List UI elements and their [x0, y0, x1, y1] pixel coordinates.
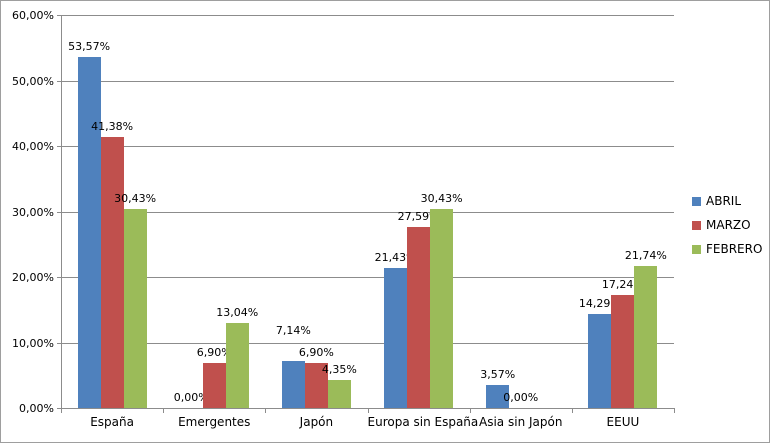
bar-marzo-2 — [202, 362, 226, 408]
gridline — [61, 81, 674, 82]
y-tick-mark — [57, 212, 61, 213]
data-label-marzo: 41,38% — [91, 119, 134, 133]
y-axis-label: 30,00% — [12, 206, 54, 219]
data-label-marzo: 6,90% — [298, 345, 334, 359]
gridline — [61, 146, 674, 147]
category-label: Asia sin Japón — [479, 415, 563, 429]
y-axis-label: 50,00% — [12, 75, 54, 88]
y-axis-line — [61, 15, 62, 413]
y-axis-label: 20,00% — [12, 271, 54, 284]
x-axis-line — [61, 408, 674, 409]
category-label: España — [90, 415, 134, 429]
gridline — [61, 277, 674, 278]
y-axis-label: 40,00% — [12, 140, 54, 153]
category-label: Japón — [299, 415, 334, 429]
legend-label: MARZO — [706, 218, 751, 232]
bar-abril-1 — [77, 57, 101, 408]
y-tick-mark — [57, 277, 61, 278]
bar-marzo-1 — [100, 136, 124, 408]
data-label-abril: 7,14% — [275, 324, 311, 338]
legend: ABRIL MARZO FEBRERO — [692, 189, 762, 261]
gridline — [61, 212, 674, 213]
category-label: Europa sin España — [367, 415, 479, 429]
legend-swatch-icon — [692, 220, 701, 230]
data-label-abril: 53,57% — [68, 40, 111, 54]
data-label-febrero: 30,43% — [114, 191, 157, 205]
legend-label: FEBRERO — [706, 242, 763, 256]
x-tick-mark — [163, 408, 164, 413]
y-tick-mark — [57, 343, 61, 344]
x-tick-mark — [265, 408, 266, 413]
data-label-febrero: 13,04% — [216, 305, 259, 319]
bar-febrero-2 — [225, 322, 249, 408]
data-label-febrero: 30,43% — [420, 191, 463, 205]
data-label-marzo: 0,00% — [503, 391, 539, 404]
data-label-abril: 21,43% — [374, 250, 417, 264]
data-label-abril: 14,29% — [578, 297, 621, 311]
bar-abril-6 — [588, 314, 612, 408]
data-label-febrero: 4,35% — [321, 362, 357, 376]
y-tick-mark — [57, 408, 61, 409]
x-tick-mark — [61, 408, 62, 413]
y-tick-mark — [57, 15, 61, 16]
y-axis-label: 0,00% — [19, 402, 54, 415]
bar-marzo-4 — [407, 227, 431, 408]
legend-swatch-icon — [692, 196, 701, 206]
y-axis-label: 60,00% — [12, 9, 54, 22]
legend-item-marzo: MARZO — [692, 213, 762, 237]
data-label-marzo: 17,24% — [601, 278, 644, 292]
bar-abril-4 — [384, 267, 408, 408]
legend-item-febrero: FEBRERO — [692, 237, 762, 261]
data-label-abril: 3,57% — [480, 367, 516, 381]
x-tick-mark — [674, 408, 675, 413]
y-tick-mark — [57, 146, 61, 147]
x-tick-mark — [572, 408, 573, 413]
data-label-marzo: 27,59% — [397, 210, 440, 224]
gridline — [61, 15, 674, 16]
category-label: EEUU — [606, 415, 640, 429]
legend-swatch-icon — [692, 244, 701, 254]
bar-abril-3 — [281, 361, 305, 408]
y-axis-label: 10,00% — [12, 337, 54, 350]
bar-febrero-4 — [430, 208, 454, 408]
bar-marzo-6 — [611, 295, 635, 408]
category-label: Emergentes — [178, 415, 251, 429]
bar-febrero-3 — [327, 379, 351, 408]
bar-abril-5 — [486, 384, 510, 408]
data-label-febrero: 21,74% — [624, 248, 667, 262]
y-tick-mark — [57, 81, 61, 82]
data-label-abril: 0,00% — [173, 391, 209, 404]
bar-marzo-3 — [304, 362, 328, 408]
gridline — [61, 343, 674, 344]
bar-febrero-1 — [123, 208, 147, 408]
x-tick-mark — [470, 408, 471, 413]
legend-item-abril: ABRIL — [692, 189, 762, 213]
data-label-marzo: 6,90% — [196, 345, 232, 359]
legend-label: ABRIL — [706, 194, 742, 208]
x-tick-mark — [368, 408, 369, 413]
bar-febrero-6 — [634, 265, 658, 408]
